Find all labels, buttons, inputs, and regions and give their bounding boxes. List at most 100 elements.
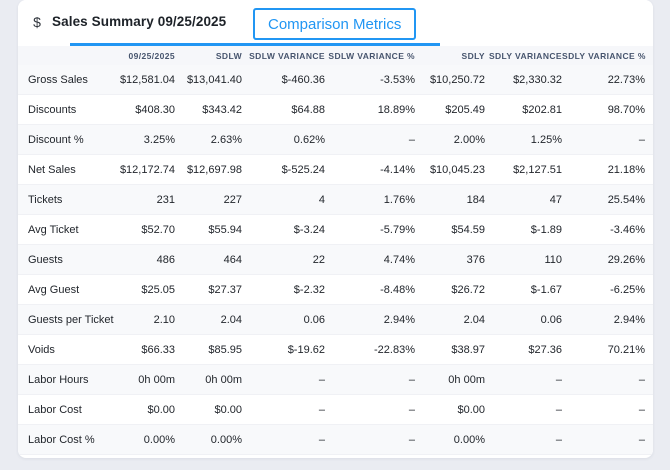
cell-value: $-1.67	[485, 274, 562, 305]
cell-value: 0h 00m	[415, 364, 485, 395]
header-row: 09/25/2025 SDLW SDLW VARIANCE SDLW VARIANCE…	[18, 46, 653, 65]
table-row: Net Sales $12,172.74 $12,697.98 $-525.24 -4.…	[18, 154, 653, 185]
cell-value: –	[242, 424, 325, 455]
cell-value: -4.14%	[325, 154, 415, 185]
cell-value: -3.46%	[562, 214, 653, 245]
cell-value: $66.33	[118, 334, 175, 365]
cell-value: –	[562, 364, 653, 395]
cell-value: 0.00%	[415, 424, 485, 455]
cell-value: 0h 00m	[175, 364, 242, 395]
cell-value: -3.53%	[325, 65, 415, 95]
cell-value: 376	[415, 244, 485, 275]
cell-value: 184	[415, 184, 485, 215]
cell-value: –	[485, 364, 562, 395]
table-row: Guests per Ticket 2.10 2.04 0.06 2.94% 2.04 0.…	[18, 304, 653, 335]
row-label: Gross Sales	[18, 65, 118, 95]
sales-summary-card: $ Sales Summary 09/25/2025 Comparison Me…	[18, 0, 653, 458]
column-header-corner	[18, 46, 118, 65]
cell-value: -6.25%	[562, 274, 653, 305]
table-row: Avg Guest $25.05 $27.37 $-2.32 -8.48% $26.72 $…	[18, 274, 653, 305]
cell-value: –	[242, 394, 325, 425]
row-label: Labor Cost	[18, 394, 118, 425]
table-row: Labor Cost % 0.00% 0.00% – –0.00% – –	[18, 424, 653, 455]
cell-value: 21.18%	[562, 154, 653, 185]
cell-value: $-525.24	[242, 154, 325, 185]
column-header: SDLY	[415, 46, 485, 65]
cell-value: $2,127.51	[485, 154, 562, 185]
cell-value: $-19.62	[242, 334, 325, 365]
comparison-metrics-button[interactable]: Comparison Metrics	[253, 8, 417, 40]
cell-value: $12,697.98	[175, 154, 242, 185]
cell-value: $408.30	[118, 94, 175, 125]
cell-value: $38.97	[415, 334, 485, 365]
cell-value: 227	[175, 184, 242, 215]
cell-value: 110	[485, 244, 562, 275]
cell-value: –	[325, 124, 415, 155]
cell-value: 1.25%	[485, 124, 562, 155]
cell-value: 231	[118, 184, 175, 215]
row-label: Avg Guest	[18, 274, 118, 305]
progress-track	[18, 43, 653, 46]
cell-value: –	[562, 394, 653, 425]
page-title: Sales Summary 09/25/2025	[52, 14, 227, 29]
cell-value: –	[562, 424, 653, 455]
table-row: Voids $66.33 $85.95 $-19.62 -22.83% $38.97 $27…	[18, 334, 653, 365]
cell-value: 486	[118, 244, 175, 275]
cell-value: 0h 00m	[118, 364, 175, 395]
table-row: Guests 486 464 22 4.74% 376 110 29.26%	[18, 244, 653, 275]
row-label: Labor Hours	[18, 364, 118, 395]
cell-value: $202.81	[485, 94, 562, 125]
cell-value: $27.36	[485, 334, 562, 365]
cell-value: $0.00	[175, 394, 242, 425]
column-header: SDLW VARIANCE %	[325, 46, 415, 65]
row-label: Voids	[18, 334, 118, 365]
cell-value: $10,250.72	[415, 65, 485, 95]
table-row: Avg Ticket $52.70 $55.94 $-3.24 -5.79% $54.59…	[18, 214, 653, 245]
cell-value: 4	[242, 184, 325, 215]
cell-value: $12,172.74	[118, 154, 175, 185]
cell-value: 4.74%	[325, 244, 415, 275]
table-row: Gross Sales $12,581.04 $13,041.40 $-460.36-…	[18, 65, 653, 95]
cell-value: 0.62%	[242, 124, 325, 155]
cell-value: 0.00%	[175, 424, 242, 455]
column-header: 09/25/2025	[118, 46, 175, 65]
cell-value: $0.00	[415, 394, 485, 425]
row-label: Net Sales	[18, 154, 118, 185]
cell-value: $0.00	[118, 394, 175, 425]
cell-value: –	[562, 124, 653, 155]
cell-value: -5.79%	[325, 214, 415, 245]
cell-value: $26.72	[415, 274, 485, 305]
cell-value: 0.06	[242, 304, 325, 335]
row-label: Guests	[18, 244, 118, 275]
column-header: SDLW VARIANCE	[242, 46, 325, 65]
table-row: Discounts $408.30 $343.42 $64.88 18.89% $205.…	[18, 94, 653, 125]
cell-value: $54.59	[415, 214, 485, 245]
cell-value: $205.49	[415, 94, 485, 125]
row-label: Discounts	[18, 94, 118, 125]
cell-value: –	[242, 364, 325, 395]
sales-summary-table: 09/25/2025 SDLW SDLW VARIANCE SDLW VARIANCE…	[18, 46, 653, 455]
cell-value: 2.63%	[175, 124, 242, 155]
cell-value: $-2.32	[242, 274, 325, 305]
cell-value: -8.48%	[325, 274, 415, 305]
cell-value: 3.25%	[118, 124, 175, 155]
cell-value: $55.94	[175, 214, 242, 245]
cell-value: –	[325, 364, 415, 395]
cell-value: 0.00%	[118, 424, 175, 455]
cell-value: –	[325, 394, 415, 425]
cell-value: –	[325, 424, 415, 455]
cell-value: $13,041.40	[175, 65, 242, 95]
cell-value: $2,330.32	[485, 65, 562, 95]
cell-value: –	[485, 424, 562, 455]
cell-value: $27.37	[175, 274, 242, 305]
row-label: Tickets	[18, 184, 118, 215]
cell-value: 25.54%	[562, 184, 653, 215]
row-label: Labor Cost %	[18, 424, 118, 455]
cell-value: $343.42	[175, 94, 242, 125]
row-label: Avg Ticket	[18, 214, 118, 245]
cell-value: $25.05	[118, 274, 175, 305]
table-row: Labor Cost $0.00 $0.00– – $0.00– –	[18, 394, 653, 425]
cell-value: 2.04	[415, 304, 485, 335]
cell-value: 464	[175, 244, 242, 275]
cell-value: 18.89%	[325, 94, 415, 125]
